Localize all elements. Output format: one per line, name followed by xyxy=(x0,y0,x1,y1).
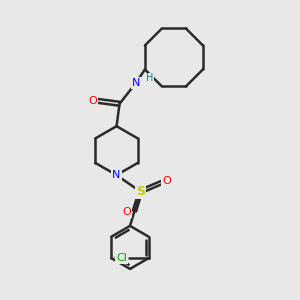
Text: O: O xyxy=(162,176,171,186)
Text: O: O xyxy=(88,96,97,106)
Text: O: O xyxy=(123,208,131,218)
Text: H: H xyxy=(146,74,153,83)
Text: N: N xyxy=(132,78,140,88)
Text: Cl: Cl xyxy=(116,253,127,263)
Text: N: N xyxy=(112,170,121,180)
Text: S: S xyxy=(136,185,145,198)
